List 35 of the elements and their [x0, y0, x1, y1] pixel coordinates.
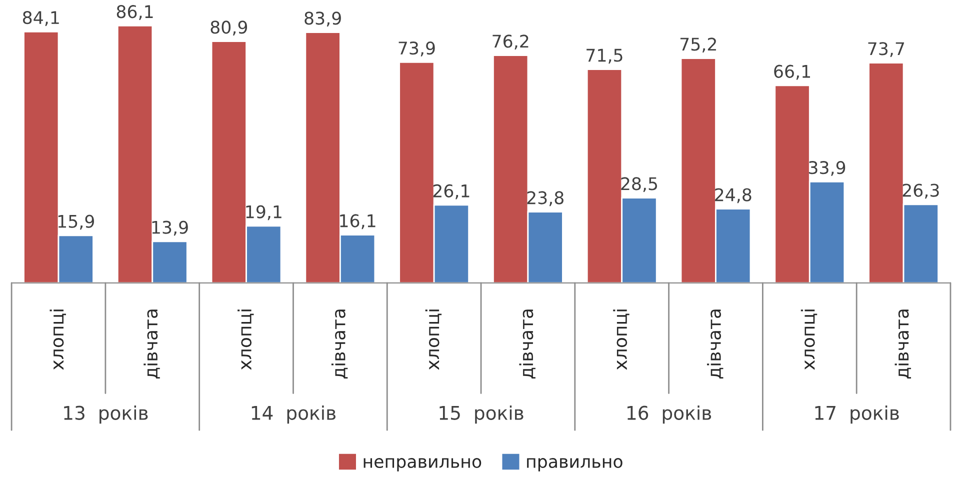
legend-label: неправильно [364, 458, 482, 472]
x-tick-label: дівчата [331, 310, 348, 378]
text: 16 років [627, 405, 712, 424]
text: 14 років [252, 405, 336, 424]
data-label: 16,1 [340, 214, 376, 230]
data-label: 33,9 [809, 161, 846, 176]
data-label: 66,1 [774, 64, 810, 80]
x-tick-label: хлопці [50, 310, 66, 370]
x-tick-label: дівчата [519, 310, 536, 378]
data-label: 73,9 [398, 42, 435, 56]
data-label: 28,5 [621, 177, 658, 192]
data-label: 23,8 [527, 191, 564, 206]
data-label: 19,1 [246, 205, 282, 220]
x-tick-label: хлопці [800, 310, 818, 370]
data-label: 15,9 [58, 214, 94, 230]
data-label: 84,1 [22, 11, 59, 26]
data-label: 75,2 [680, 38, 716, 53]
data-label: 71,5 [586, 48, 622, 64]
x-tick-label: дівчата [894, 310, 912, 378]
data-label: 83,9 [304, 12, 341, 27]
x-tick-label: дівчата [144, 310, 160, 378]
data-label: 13,9 [152, 220, 188, 236]
data-label: 24,8 [715, 188, 752, 204]
x-tick-label: хлопці [425, 310, 442, 370]
x-tick-label: хлопці [238, 310, 254, 370]
data-label: 76,2 [492, 34, 528, 50]
text: 13 років [64, 405, 148, 424]
text: 17 років [815, 405, 899, 424]
data-label: 86,1 [116, 5, 153, 20]
x-tick-label: хлопці [613, 310, 630, 370]
text: 15 років [440, 405, 524, 424]
x-tick-label: дівчата [707, 310, 724, 378]
data-label: 80,9 [210, 20, 248, 36]
legend-label: правильно [527, 458, 622, 472]
data-label: 73,7 [868, 42, 904, 58]
